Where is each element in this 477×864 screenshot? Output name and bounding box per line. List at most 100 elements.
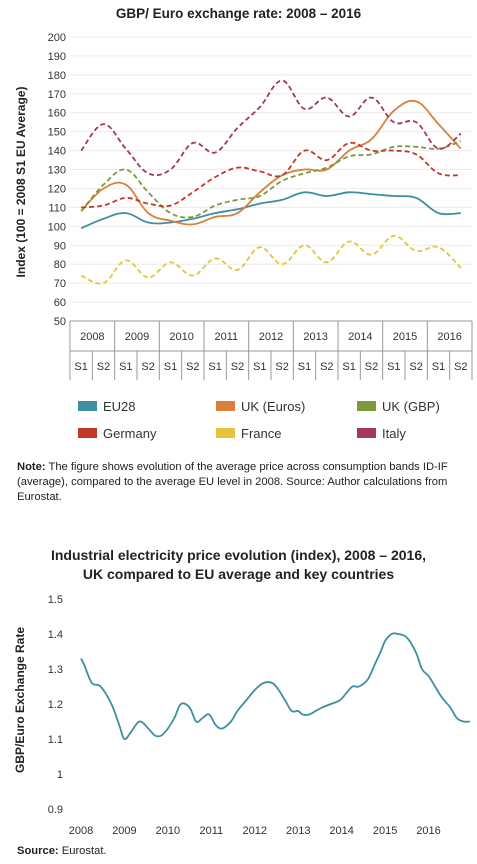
chart2-y-axis-label: GBP/Euro Exchange Rate: [13, 627, 27, 773]
chart1-title: GBP/ Euro exchange rate: 2008 – 2016: [115, 6, 362, 21]
chart1-y-tick-label: 50: [54, 316, 66, 328]
legend-item: UK (Euros): [216, 397, 305, 415]
chart2-y-tick-label: 1.5: [48, 594, 63, 606]
note-label: Note:: [17, 461, 46, 473]
chart2-svg: 0.9 1 1.1 1.2 1.3 1.4 1.5 2008 2009 2010 2011 2012…: [13, 594, 470, 837]
legend-swatch: [78, 401, 97, 411]
chart1-y-tick-label: 60: [54, 297, 66, 309]
chart1-svg: 50 60 70 80 90 100 110 120 130 140 150 160 170 180 190…: [14, 32, 473, 380]
chart2-y-tick-labels: 0.9 1 1.1 1.2 1.3 1.4 1.5: [48, 594, 63, 816]
chart1-year-label: 2012: [259, 331, 283, 343]
chart2-title: Industrial electricity price evolution (…: [0, 546, 477, 584]
chart2-x-tick-label: 2009: [112, 825, 136, 837]
chart2-source: Source: Eurostat.: [17, 845, 107, 857]
legend-swatch: [357, 401, 376, 411]
legend-label: Italy: [382, 425, 406, 441]
chart1-series-line: [80, 79, 462, 177]
chart1-semester-label: S2: [365, 361, 378, 373]
chart2-y-tick-label: 0.9: [48, 804, 63, 816]
chart1-y-axis-label: Index (100 = 2008 S1 EU Average): [14, 87, 28, 278]
source-label: Source:: [17, 845, 59, 857]
chart1-y-tick-label: 150: [48, 127, 66, 139]
chart1-y-tick-label: 200: [48, 32, 66, 44]
chart1-semester-label: S2: [231, 361, 244, 373]
chart1-semester-label: S1: [432, 361, 445, 373]
chart1-y-tick-label: 160: [48, 108, 66, 120]
legend-item: EU28: [78, 397, 136, 415]
chart1-semester-label: S1: [387, 361, 400, 373]
chart1-y-tick-label: 100: [48, 221, 66, 233]
chart1-semester-label: S1: [253, 361, 266, 373]
chart2-x-tick-label: 2016: [416, 825, 440, 837]
chart1-gridlines: [70, 36, 472, 322]
chart1-year-label: 2011: [215, 331, 239, 343]
chart1-semester-label: S1: [119, 361, 132, 373]
chart1-semester-label: S2: [97, 361, 110, 373]
chart1-semester-label: S1: [342, 361, 355, 373]
chart1-year-label: 2015: [393, 331, 417, 343]
source-text: Eurostat.: [58, 845, 107, 857]
chart1-semester-label: S2: [141, 361, 154, 373]
chart1-year-label: 2008: [80, 331, 104, 343]
chart1-x-axis: 2008 S1 S2 2009 S1 S2 2010 S1 S2 2011 S1 S2 2012 S1 S2…: [69, 320, 473, 380]
chart1-year-label: 2016: [437, 331, 461, 343]
chart1-semester-label: S1: [298, 361, 311, 373]
chart1-y-tick-label: 110: [48, 202, 66, 214]
chart2-x-tick-label: 2008: [69, 825, 93, 837]
chart1-y-tick-label: 90: [54, 240, 66, 252]
chart2-x-tick-label: 2010: [156, 825, 180, 837]
chart2-y-tick-label: 1.2: [48, 699, 63, 711]
chart1-y-tick-label: 180: [48, 70, 66, 82]
legend-label: Germany: [103, 425, 157, 441]
chart1-semester-label: S2: [409, 361, 422, 373]
chart1-y-tick-label: 80: [54, 259, 66, 271]
chart1-series-line: [80, 234, 462, 285]
note-text: The figure shows evolution of the averag…: [17, 461, 448, 503]
chart2-title-line2: UK compared to EU average and key countr…: [82, 566, 395, 582]
chart2-y-tick-label: 1.3: [48, 664, 63, 676]
chart1-semester-label: S1: [164, 361, 177, 373]
chart1-series-line: [81, 141, 461, 209]
chart1-y-tick-labels: 50 60 70 80 90 100 110 120 130 140 150 160 170 180 190…: [48, 32, 66, 328]
chart1-y-tick-label: 130: [48, 165, 66, 177]
chart2-x-tick-label: 2015: [373, 825, 397, 837]
legend-swatch: [357, 428, 376, 438]
chart1-y-tick-label: 140: [48, 146, 66, 158]
chart2-y-tick-label: 1: [57, 769, 63, 781]
chart2-y-tick-label: 1.1: [48, 734, 63, 746]
chart1-year-label: 2010: [169, 331, 193, 343]
legend-swatch: [78, 428, 97, 438]
chart1-y-tick-label: 170: [48, 89, 66, 101]
legend-label: France: [241, 425, 282, 441]
legend-label: UK (Euros): [241, 398, 306, 414]
chart2-series-line: [80, 632, 470, 741]
chart1-semester-label: S2: [320, 361, 333, 373]
legend-item: UK (GBP): [357, 397, 440, 415]
chart1-semester-label: S2: [275, 361, 288, 373]
legend-item: Italy: [357, 424, 406, 442]
chart2-series: [80, 632, 470, 741]
chart2-x-tick-label: 2012: [243, 825, 267, 837]
chart2-x-tick-labels: 2008 2009 2010 2011 2012 2013 2014 2015 2016: [69, 825, 441, 837]
chart1-series-line: [80, 140, 462, 219]
chart1-year-label: 2014: [348, 331, 372, 343]
chart2-y-tick-label: 1.4: [48, 629, 63, 641]
chart2-x-tick-label: 2011: [200, 825, 224, 837]
chart2-x-tick-label: 2013: [286, 825, 310, 837]
legend-label: EU28: [103, 398, 136, 414]
chart1-series-line: [80, 191, 461, 230]
chart1-year-label: 2009: [125, 331, 149, 343]
chart1-y-tick-label: 120: [48, 183, 66, 195]
legend-swatch: [216, 428, 235, 438]
chart1-y-tick-label: 70: [54, 278, 66, 290]
chart1-semester-label: S1: [74, 361, 87, 373]
chart1-y-tick-label: 190: [48, 51, 66, 63]
chart1-series: [80, 79, 462, 285]
legend-swatch: [216, 401, 235, 411]
chart1-semester-label: S2: [454, 361, 467, 373]
legend-item: Germany: [78, 424, 156, 442]
chart1-semester-label: S1: [208, 361, 221, 373]
chart1-year-label: 2013: [303, 331, 327, 343]
chart1-series-line: [80, 99, 462, 226]
chart1-note: Note: The figure shows evolution of the …: [17, 460, 467, 505]
